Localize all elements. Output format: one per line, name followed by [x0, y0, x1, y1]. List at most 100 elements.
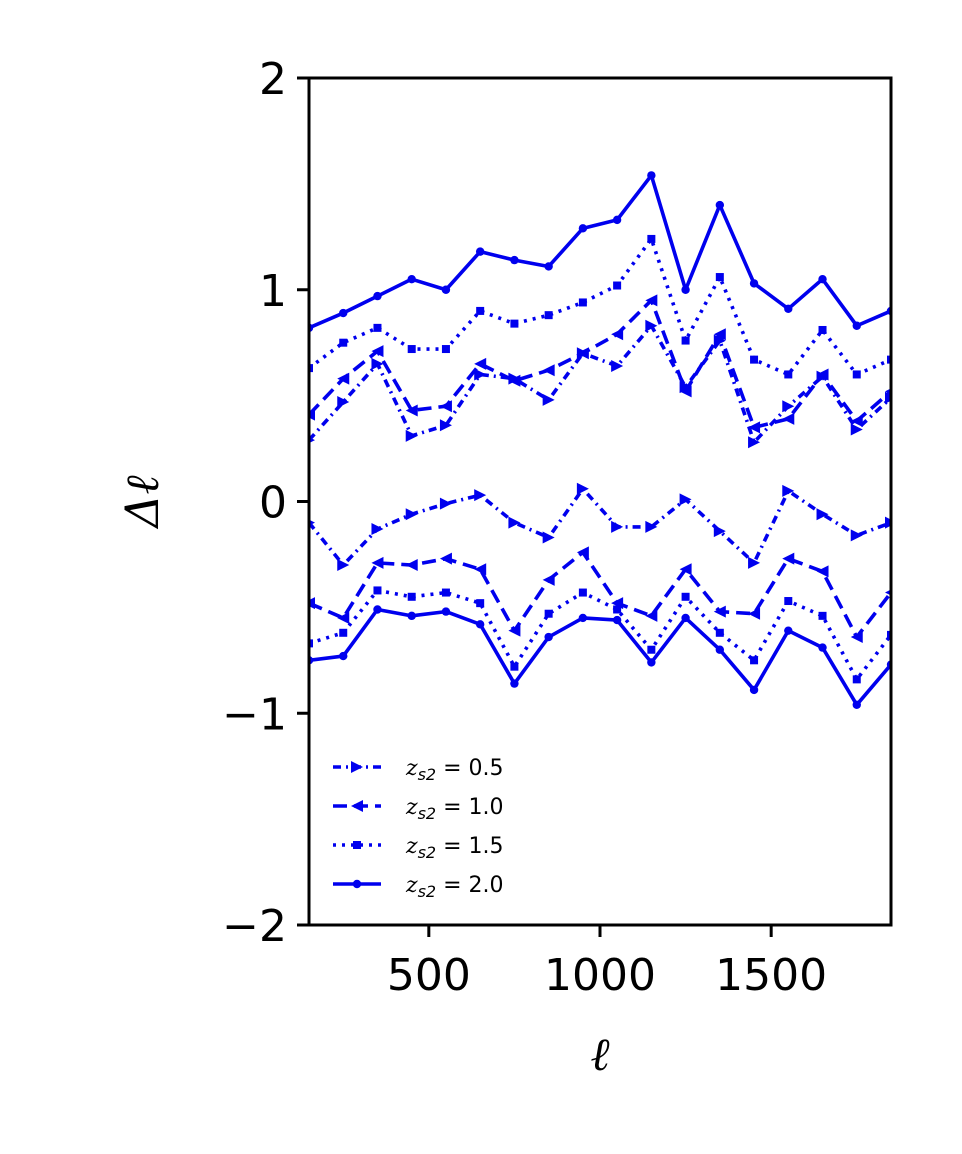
plot-area	[309, 171, 891, 709]
legend-label: zs2 = 1.5	[405, 834, 504, 862]
data-point	[679, 385, 692, 398]
legend-marker	[351, 761, 363, 773]
data-point	[850, 529, 863, 542]
data-point	[576, 546, 589, 559]
data-point	[887, 630, 891, 639]
series-upper-triangle-right	[309, 319, 891, 449]
x-axis-label: ℓ	[590, 1027, 610, 1081]
data-point	[852, 675, 861, 684]
data-point	[645, 609, 658, 622]
data-point	[373, 586, 382, 595]
data-point	[407, 345, 416, 354]
data-point	[337, 395, 350, 408]
data-point	[611, 359, 624, 372]
data-point	[407, 274, 416, 284]
data-point	[373, 323, 382, 332]
legend-marker	[352, 879, 362, 889]
data-point	[611, 328, 624, 341]
data-point	[715, 200, 725, 210]
data-point	[748, 436, 761, 449]
data-point	[576, 482, 589, 495]
data-point	[544, 311, 553, 320]
data-point	[405, 404, 418, 417]
data-point	[508, 374, 521, 387]
data-point	[681, 592, 690, 601]
data-point	[508, 624, 521, 637]
data-point	[508, 516, 521, 529]
data-point	[576, 347, 589, 360]
data-point	[852, 370, 861, 379]
data-point	[439, 552, 452, 565]
legend-entry: zs2 = 1.5	[333, 834, 504, 862]
data-point	[784, 597, 793, 606]
data-point	[371, 523, 384, 536]
x-tick-label: 500	[387, 950, 471, 1001]
data-point	[371, 556, 384, 569]
data-point	[373, 605, 382, 614]
data-point	[309, 364, 313, 373]
data-point	[475, 247, 485, 256]
plot-layer	[309, 171, 891, 709]
data-point	[713, 525, 726, 538]
series-upper-circle	[309, 171, 891, 333]
data-point	[309, 639, 313, 648]
data-point	[850, 423, 863, 436]
data-point	[510, 662, 519, 671]
y-tick-label: −2	[222, 901, 287, 952]
series-lower-square	[309, 586, 891, 684]
series-line	[309, 237, 891, 377]
data-point	[510, 319, 519, 328]
data-point	[474, 368, 487, 381]
data-point	[337, 372, 350, 385]
data-point	[474, 489, 487, 502]
data-point	[782, 400, 795, 413]
y-tick-label: 2	[259, 54, 287, 105]
data-point	[339, 628, 348, 637]
series-line	[309, 323, 891, 445]
data-point	[818, 325, 827, 334]
data-point	[542, 393, 555, 406]
data-point	[371, 345, 384, 358]
data-point	[405, 559, 418, 572]
series-line	[309, 607, 891, 707]
y-axis-label: Δℓ	[115, 474, 169, 529]
data-point	[441, 607, 451, 616]
data-point	[510, 679, 519, 688]
y-tick-label: −1	[222, 689, 287, 740]
data-point	[816, 565, 829, 578]
data-point	[850, 631, 863, 644]
data-point	[647, 171, 656, 180]
data-point	[578, 613, 588, 623]
data-point	[613, 281, 622, 290]
data-point	[441, 285, 451, 294]
data-point	[749, 279, 759, 288]
data-point	[852, 700, 861, 709]
data-point	[749, 685, 759, 695]
x-tick-label: 1500	[715, 950, 827, 1001]
data-point	[818, 611, 827, 620]
data-point	[439, 419, 452, 432]
data-point	[852, 321, 861, 330]
series-upper-triangle-left	[309, 294, 891, 434]
data-point	[542, 364, 555, 377]
x-tick-label: 1000	[544, 950, 656, 1001]
data-point	[544, 632, 553, 642]
legend-entry: zs2 = 1.0	[333, 795, 504, 823]
data-point	[784, 370, 793, 379]
series-lower-circle	[309, 605, 891, 709]
data-point	[748, 607, 761, 620]
data-point	[748, 556, 761, 569]
data-point	[679, 563, 692, 576]
series-line	[309, 298, 891, 430]
data-point	[613, 605, 622, 614]
data-point	[337, 611, 350, 624]
data-point	[816, 368, 829, 381]
data-point	[713, 605, 726, 618]
data-point	[612, 215, 622, 225]
data-point	[405, 508, 418, 521]
data-point	[816, 508, 829, 521]
series-line	[309, 173, 891, 330]
data-point	[510, 255, 519, 265]
legend-marker	[353, 841, 361, 849]
